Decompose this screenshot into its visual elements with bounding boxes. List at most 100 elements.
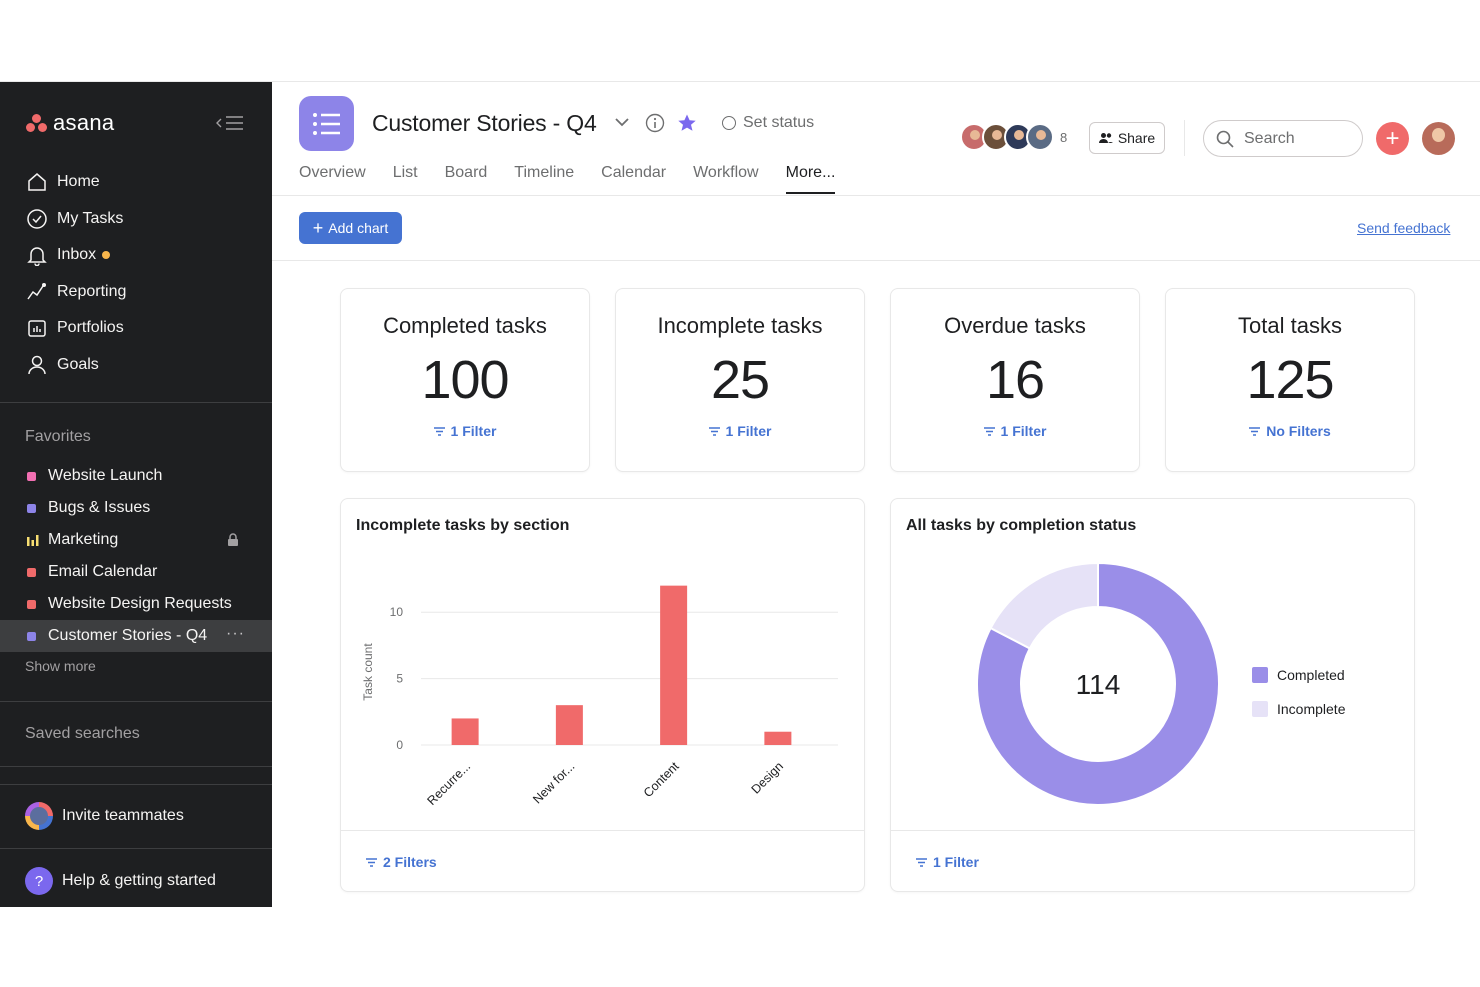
share-button[interactable]: Share: [1089, 122, 1165, 154]
favorite-customer-stories-q4[interactable]: Customer Stories - Q4 ···: [0, 620, 272, 652]
invite-teammates-button[interactable]: Invite teammates: [25, 802, 184, 830]
favorite-label: Email Calendar: [48, 563, 158, 580]
favorite-label: Website Launch: [48, 467, 163, 484]
bar-chart-card[interactable]: Incomplete tasks by section 0 5 10 Task cou…: [340, 498, 865, 892]
stat-filter-link[interactable]: 1 Filter: [341, 423, 589, 439]
tab-overview[interactable]: Overview: [299, 164, 366, 181]
sidebar-divider: [0, 766, 272, 767]
help-button[interactable]: ? Help & getting started: [25, 867, 216, 895]
favorite-marketing[interactable]: Marketing: [0, 524, 272, 556]
tab-workflow[interactable]: Workflow: [693, 164, 759, 181]
stat-value: 25: [710, 350, 770, 410]
plus-icon: +: [312, 217, 324, 238]
filter-label: 1 Filter: [450, 423, 497, 439]
filter-icon: [1249, 426, 1261, 436]
sidebar-item-goals[interactable]: Goals: [0, 347, 272, 384]
avatar: [1004, 123, 1032, 151]
set-status-label: Set status: [743, 114, 815, 131]
sidebar-divider: [0, 784, 272, 785]
create-button[interactable]: +: [1376, 122, 1409, 155]
stat-filter-link[interactable]: No Filters: [1166, 423, 1414, 439]
project-color-dot: [27, 599, 36, 609]
logo-mark: [26, 113, 48, 133]
stat-card-completed[interactable]: Completed tasks 100 1 Filter: [340, 288, 590, 472]
saved-searches-heading[interactable]: Saved searches: [25, 725, 140, 742]
chart-legend: Completed Incomplete: [1252, 658, 1345, 726]
stat-card-incomplete[interactable]: Incomplete tasks 25 1 Filter: [615, 288, 865, 472]
sidebar-item-inbox[interactable]: Inbox: [0, 237, 272, 274]
sidebar-item-reporting[interactable]: Reporting: [0, 274, 272, 311]
bar[interactable]: [555, 705, 583, 745]
sidebar-item-home[interactable]: Home: [0, 164, 272, 201]
add-chart-button[interactable]: + Add chart: [299, 212, 402, 244]
stat-filter-link[interactable]: 1 Filter: [616, 423, 864, 439]
bar[interactable]: [451, 718, 479, 745]
send-feedback-link[interactable]: Send feedback: [1357, 220, 1451, 236]
bar-chart-icon: [27, 535, 39, 546]
tab-board[interactable]: Board: [444, 164, 488, 181]
bar[interactable]: [764, 731, 792, 745]
goals-icon: [28, 355, 46, 374]
sidebar-item-portfolios[interactable]: Portfolios: [0, 310, 272, 347]
donut-chart: 114: [976, 561, 1220, 806]
tab-list[interactable]: List: [392, 164, 418, 181]
people-icon: [1098, 133, 1113, 143]
project-members[interactable]: 8: [960, 123, 1067, 151]
favorite-email-calendar[interactable]: Email Calendar: [0, 556, 272, 588]
avatar: [1026, 123, 1054, 151]
bell-icon: [27, 247, 47, 267]
favorites-heading: Favorites: [25, 428, 91, 445]
member-count: 8: [1060, 129, 1068, 145]
sidebar-divider: [0, 848, 272, 849]
show-more-link[interactable]: Show more: [25, 658, 96, 674]
tab-more[interactable]: More...: [785, 164, 836, 194]
help-label: Help & getting started: [62, 872, 216, 889]
donut-slice-incomplete[interactable]: [989, 561, 1099, 650]
favorite-label: Marketing: [48, 531, 119, 548]
chart-filter-link[interactable]: 2 Filters: [366, 854, 437, 870]
set-status-button[interactable]: Set status: [722, 114, 814, 132]
more-options-icon[interactable]: ···: [226, 625, 245, 642]
x-tick-label: Design: [749, 759, 786, 796]
bar[interactable]: [660, 585, 688, 745]
stat-value: 16: [985, 350, 1045, 410]
stat-filter-link[interactable]: 1 Filter: [891, 423, 1139, 439]
y-tick-label: 5: [396, 672, 403, 686]
x-tick-label: New for...: [530, 759, 577, 806]
favorites-list: Website Launch Bugs & Issues Marketing E…: [0, 460, 272, 652]
star-icon[interactable]: [677, 113, 697, 133]
project-list-icon[interactable]: [299, 96, 354, 151]
chevron-down-icon[interactable]: [614, 115, 630, 129]
favorite-website-design-requests[interactable]: Website Design Requests: [0, 588, 272, 620]
stat-card-overdue[interactable]: Overdue tasks 16 1 Filter: [890, 288, 1140, 472]
collapse-sidebar-icon[interactable]: [214, 112, 246, 134]
share-label: Share: [1117, 130, 1156, 146]
donut-chart-card[interactable]: All tasks by completion status 114 Compl…: [890, 498, 1415, 892]
search-input[interactable]: Search: [1203, 120, 1363, 157]
project-color-dot: [27, 471, 36, 481]
tab-calendar[interactable]: Calendar: [601, 164, 667, 181]
logo-wordmark: asana: [53, 110, 115, 135]
user-avatar[interactable]: [1422, 122, 1455, 155]
info-icon[interactable]: [645, 113, 665, 133]
sidebar-item-label: Home: [57, 173, 100, 191]
favorite-bugs-issues[interactable]: Bugs & Issues: [0, 492, 272, 524]
favorite-label: Bugs & Issues: [48, 499, 151, 516]
app-window: asana Home My Tasks Inbox Reporting: [0, 81, 1480, 907]
favorite-label: Website Design Requests: [48, 595, 232, 612]
sidebar-divider: [0, 701, 272, 702]
stat-card-total[interactable]: Total tasks 125 No Filters: [1165, 288, 1415, 472]
asana-logo[interactable]: asana: [26, 110, 114, 136]
sidebar-item-label: Goals: [57, 355, 99, 373]
toolbar-divider: [272, 260, 1480, 261]
chart-filter-link[interactable]: 1 Filter: [916, 854, 979, 870]
favorite-website-launch[interactable]: Website Launch: [0, 460, 272, 492]
stat-value: 100: [421, 350, 509, 410]
sidebar-divider: [0, 402, 272, 403]
search-icon: [1216, 130, 1234, 148]
tab-timeline[interactable]: Timeline: [514, 164, 575, 181]
donut-slice-completed[interactable]: [976, 561, 1220, 806]
project-color-dot: [27, 631, 36, 641]
filter-icon: [366, 857, 377, 867]
sidebar-item-my-tasks[interactable]: My Tasks: [0, 201, 272, 238]
